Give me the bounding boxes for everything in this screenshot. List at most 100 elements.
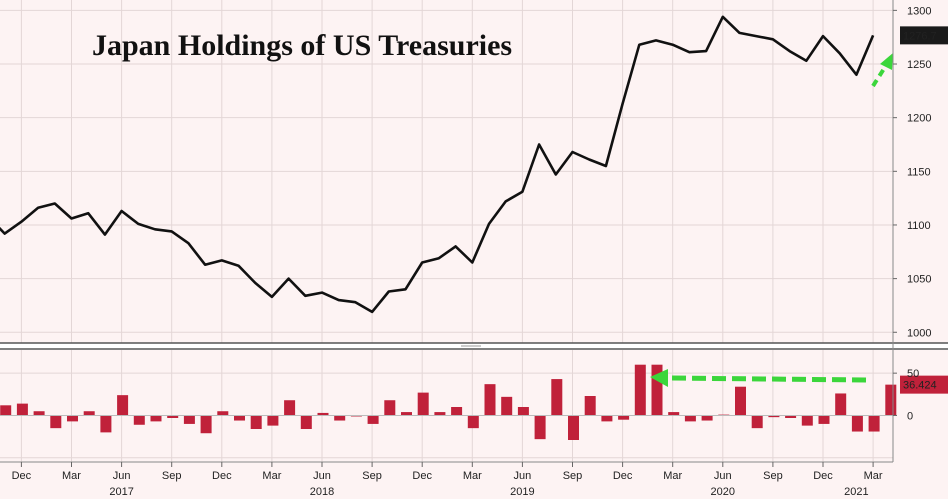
x-tick-label: Sep bbox=[362, 470, 382, 482]
change-bar bbox=[684, 415, 696, 422]
change-bar bbox=[284, 400, 296, 416]
change-bar bbox=[167, 415, 179, 418]
x-tick-label: Dec bbox=[212, 470, 232, 482]
change-bar bbox=[584, 396, 596, 416]
comparison-arrow bbox=[667, 375, 867, 383]
change-bar bbox=[868, 415, 880, 432]
change-bar bbox=[701, 415, 713, 421]
year-label: 2021 bbox=[844, 486, 868, 498]
year-label: 2017 bbox=[109, 486, 133, 498]
change-bar bbox=[434, 412, 446, 416]
change-bar bbox=[217, 411, 229, 416]
bar-last-value-label: 36.424 bbox=[903, 380, 937, 392]
change-bar bbox=[50, 415, 62, 429]
change-bar bbox=[601, 415, 613, 422]
change-bar bbox=[200, 415, 212, 434]
x-tick-label: Mar bbox=[663, 470, 682, 482]
change-bar bbox=[467, 415, 479, 429]
change-bar bbox=[417, 392, 429, 416]
change-bar bbox=[100, 415, 112, 433]
change-bar bbox=[367, 415, 379, 424]
bar-last-value-badge bbox=[900, 375, 948, 394]
change-bar bbox=[818, 415, 830, 424]
change-bar bbox=[568, 415, 579, 440]
y-tick-label: 1100 bbox=[907, 220, 931, 232]
holdings-line bbox=[0, 15, 875, 314]
y-tick-label: 1050 bbox=[907, 274, 931, 286]
x-tick-label: Jun bbox=[113, 470, 131, 482]
x-tick-label: Jun bbox=[714, 470, 732, 482]
trend-arrowhead bbox=[880, 53, 893, 70]
change-bar bbox=[885, 384, 897, 416]
change-bar bbox=[234, 415, 245, 421]
change-bar bbox=[534, 415, 546, 440]
year-label: 2020 bbox=[711, 486, 735, 498]
change-bar bbox=[300, 415, 312, 429]
change-bar bbox=[801, 415, 813, 426]
change-bar bbox=[0, 405, 12, 416]
change-bar bbox=[183, 415, 195, 424]
x-tick-label: Sep bbox=[563, 470, 583, 482]
change-bar bbox=[250, 415, 262, 429]
y-tick-label: 1150 bbox=[907, 166, 931, 178]
change-bar bbox=[651, 364, 663, 416]
x-tick-label: Mar bbox=[62, 470, 81, 482]
change-bar bbox=[501, 396, 513, 416]
y-tick-label: 1300 bbox=[907, 5, 931, 17]
x-tick-label: Sep bbox=[162, 470, 182, 482]
change-bar bbox=[484, 384, 496, 416]
x-tick-label: Dec bbox=[12, 470, 32, 482]
change-bar bbox=[117, 395, 129, 416]
change-bar bbox=[451, 407, 463, 416]
year-label: 2018 bbox=[310, 486, 334, 498]
change-bar bbox=[150, 415, 162, 422]
trend-arrow bbox=[871, 62, 889, 88]
x-tick-label: Dec bbox=[613, 470, 633, 482]
change-bar bbox=[751, 415, 763, 429]
change-bar bbox=[634, 364, 646, 416]
top-chart: 1276.7 bbox=[0, 15, 948, 314]
change-bar bbox=[735, 386, 746, 416]
change-bar bbox=[551, 379, 563, 416]
change-bar bbox=[835, 393, 847, 416]
x-tick-label: Jun bbox=[313, 470, 331, 482]
last-value-badge bbox=[900, 26, 948, 45]
year-label: 2019 bbox=[510, 486, 534, 498]
bottom-chart: 36.424 bbox=[0, 364, 948, 440]
x-tick-label: Mar bbox=[463, 470, 482, 482]
x-tick-label: Mar bbox=[262, 470, 281, 482]
change-bar bbox=[317, 412, 329, 416]
change-bar bbox=[785, 415, 797, 418]
x-tick-label: Dec bbox=[813, 470, 833, 482]
x-tick-label: Sep bbox=[763, 470, 783, 482]
change-bar bbox=[851, 415, 863, 432]
y-tick-label: 1250 bbox=[907, 59, 931, 71]
change-bar bbox=[668, 412, 680, 416]
y-tick-label: 50 bbox=[907, 368, 919, 380]
y-tick-label: 0 bbox=[907, 410, 913, 422]
grid-layer bbox=[0, 0, 893, 462]
y-tick-label: 1000 bbox=[907, 327, 931, 339]
last-value-label: 1276.7 bbox=[903, 30, 937, 42]
x-tick-label: Dec bbox=[412, 470, 432, 482]
change-bar bbox=[16, 403, 28, 416]
change-bar bbox=[334, 415, 346, 421]
change-bar bbox=[267, 415, 279, 426]
change-bar bbox=[768, 415, 780, 418]
x-tick-label: Jun bbox=[514, 470, 532, 482]
change-bar bbox=[618, 415, 630, 420]
change-bar bbox=[401, 412, 412, 416]
change-bar bbox=[384, 400, 396, 416]
change-bar bbox=[83, 411, 95, 416]
change-bar bbox=[517, 407, 529, 416]
change-bar bbox=[33, 411, 45, 416]
change-bar bbox=[67, 415, 78, 422]
y-tick-label: 1200 bbox=[907, 113, 931, 125]
comparison-arrowhead bbox=[650, 369, 668, 387]
change-bar bbox=[133, 415, 145, 425]
chart-title: Japan Holdings of US Treasuries bbox=[92, 29, 512, 62]
x-tick-label: Mar bbox=[864, 470, 883, 482]
